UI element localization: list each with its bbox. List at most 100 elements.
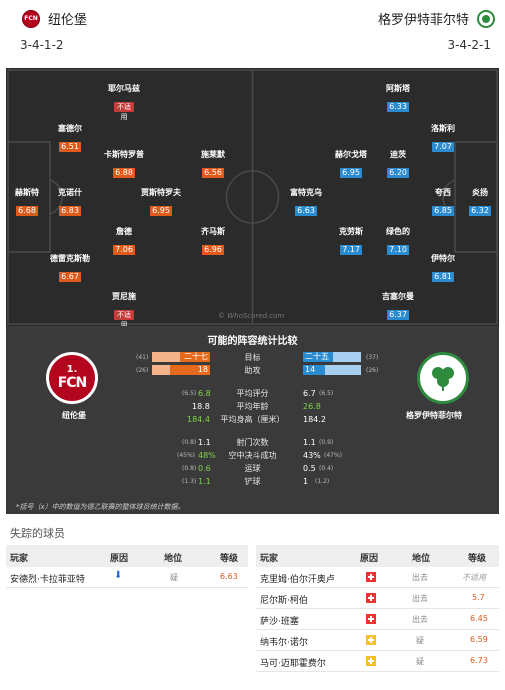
player-rating: 6.20 <box>387 168 409 178</box>
away-player[interactable]: 炎扬 6.32 <box>450 188 499 217</box>
player-name: 吉塞尔曼 <box>382 292 414 301</box>
stats-footnote: *括号（x）中的数值为德乙联赛的整体球员统计数据。 <box>16 503 185 511</box>
away-league-avg: (37) <box>366 354 379 361</box>
away-shots-value: 1.1 <box>303 438 316 447</box>
player-name: 伊特尔 <box>431 254 455 263</box>
away-league-avg: (26) <box>366 367 379 374</box>
home-player[interactable]: 塞德尔 6.51 <box>40 124 100 153</box>
player-name: 迪茨 <box>390 150 406 159</box>
col-player: 玩家 <box>260 554 279 564</box>
player-name[interactable]: 安德烈·卡拉菲亚特 <box>10 575 85 585</box>
player-status: 出去 <box>412 594 428 603</box>
home-tackles-value: 1.1 <box>198 477 211 486</box>
away-assists-bar: 14 <box>303 365 361 375</box>
player-status: 疑 <box>416 657 424 666</box>
home-player[interactable]: 贾斯特罗夫 6.95 <box>131 188 191 217</box>
table-row[interactable]: 安德烈·卡拉菲亚特 ⬇ 疑 6.63 <box>6 567 248 588</box>
home-assists-bar: 18 <box>152 365 210 375</box>
table-row[interactable]: 马可·迈耶霍费尔 疑 6.73 <box>256 651 499 672</box>
player-rating: 6.63 <box>220 572 238 581</box>
away-player[interactable]: 赫尔戈塔 6.95 <box>321 150 381 179</box>
player-name[interactable]: 克里姆·伯尔汗奥卢 <box>260 575 335 585</box>
home-player[interactable]: 卡斯特罗普 6.88 <box>94 150 154 179</box>
away-player[interactable]: 阿斯塔 6.33 <box>368 84 428 113</box>
away-team[interactable]: 格罗伊特菲尔特 <box>378 9 495 28</box>
player-name[interactable]: 马可·迈耶霍费尔 <box>260 659 326 669</box>
home-assists-value: 18 <box>170 365 210 375</box>
away-player[interactable]: 夸西 6.85 <box>413 188 473 217</box>
home-player[interactable]: 赫斯特 6.68 <box>6 188 57 217</box>
player-name: 洛斯利 <box>431 124 455 133</box>
away-league-avg: (6.5) <box>319 390 334 397</box>
player-rating: 6.95 <box>150 206 172 216</box>
injury-icon <box>366 614 376 624</box>
player-name[interactable]: 萨沙·班塞 <box>260 617 299 627</box>
away-player[interactable]: 富特克乌 6.63 <box>276 188 336 217</box>
player-rating: 7.06 <box>113 245 135 255</box>
home-player[interactable]: 耶尔马兹 不适 用 <box>94 84 154 122</box>
stat-row-aerials: (45%) 48% 空中决斗成功 43% (47%) <box>6 450 499 461</box>
table-row[interactable]: 尼尔斯·柯伯 出去 5.7 <box>256 588 499 609</box>
stat-row-assists: (26) 18 助攻 14 (26) <box>6 365 499 376</box>
away-player[interactable]: 伊特尔 6.81 <box>413 254 473 283</box>
doubtful-icon <box>366 656 376 666</box>
home-player[interactable]: 齐马斯 6.96 <box>183 227 243 256</box>
stat-label: 空中决斗成功 <box>228 451 277 460</box>
away-aerials-value: 43% <box>303 451 321 460</box>
player-rating: 6.68 <box>16 206 38 216</box>
player-name[interactable]: 纳韦尔·诺尔 <box>260 638 308 648</box>
missing-players-title: 失踪的球员 <box>10 527 65 540</box>
home-player[interactable]: 施莱默 6.56 <box>183 150 243 179</box>
away-crest-icon <box>417 352 469 404</box>
away-missing-table: 玩家 原因 地位 等级 克里姆·伯尔汗奥卢 出去 不适用 尼尔斯·柯伯 出去 5… <box>256 545 499 672</box>
player-rating: 6.81 <box>432 272 454 282</box>
away-player[interactable]: 克劳斯 7.17 <box>321 227 381 256</box>
player-rating: 不适 <box>114 102 134 112</box>
home-team[interactable]: FCN 纽伦堡 <box>22 9 87 28</box>
player-name: 夸西 <box>435 188 451 197</box>
away-player[interactable]: 洛斯利 7.07 <box>413 124 473 153</box>
stat-row-rating: (6.5) 6.8 平均评分 6.7 (6.5) <box>6 388 499 399</box>
home-player[interactable]: 贾尼施 不适 用 <box>94 292 154 326</box>
away-player[interactable]: 吉塞尔曼 6.37 <box>368 292 428 321</box>
player-name: 詹德 <box>116 227 132 236</box>
stat-row-shots: (0.8) 1.1 射门次数 1.1 (0.9) <box>6 437 499 448</box>
home-shots-value: 1.1 <box>198 438 211 447</box>
away-goals-value: 二十五 <box>303 352 333 362</box>
home-player[interactable]: 克诺什 6.83 <box>40 188 100 217</box>
home-crest-icon: 1. FCN <box>46 352 98 404</box>
player-rating: 6.45 <box>470 614 488 623</box>
table-row[interactable]: 纳韦尔·诺尔 疑 6.59 <box>256 630 499 651</box>
player-name[interactable]: 尼尔斯·柯伯 <box>260 596 308 606</box>
stat-row-height: 184.4 平均身高（厘米） 184.2 <box>6 414 499 425</box>
player-rating: 6.67 <box>59 272 81 282</box>
match-header: FCN 纽伦堡 3-4-1-2 格罗伊特菲尔特 3-4-2-1 <box>0 0 505 64</box>
home-player[interactable]: 詹德 7.06 <box>94 227 154 256</box>
away-team-name[interactable]: 格罗伊特菲尔特 <box>377 13 469 28</box>
player-name: 贾尼施 <box>112 292 136 301</box>
away-badge-icon <box>477 9 495 28</box>
home-league-avg: (6.5) <box>182 390 197 397</box>
away-league-avg: (1.2) <box>315 478 330 485</box>
away-player[interactable]: 绿色的 7.10 <box>368 227 428 256</box>
player-name: 赫斯特 <box>15 188 39 197</box>
home-league-avg: (41) <box>136 354 149 361</box>
away-team-label[interactable]: 格罗伊特菲尔特 <box>406 411 462 420</box>
stat-row-goals: (41) 二十七 目标 二十五 (37) <box>6 352 499 363</box>
home-aerials-value: 48% <box>198 451 216 460</box>
stat-label: 平均评分 <box>236 389 269 398</box>
player-name: 德雷克斯勒 <box>50 254 90 263</box>
table-row[interactable]: 萨沙·班塞 出去 6.45 <box>256 609 499 630</box>
player-name: 富特克乌 <box>290 188 322 197</box>
stat-label: 平均年龄 <box>236 402 269 411</box>
home-team-label[interactable]: 纽伦堡 <box>62 411 86 420</box>
player-name: 齐马斯 <box>201 227 225 236</box>
away-height-value: 184.2 <box>303 415 326 424</box>
player-rating: 5.7 <box>472 593 485 602</box>
away-player[interactable]: 迪茨 6.20 <box>368 150 428 179</box>
table-row[interactable]: 克里姆·伯尔汗奥卢 出去 不适用 <box>256 567 499 588</box>
home-team-name[interactable]: 纽伦堡 <box>48 13 88 28</box>
col-reason: 原因 <box>110 554 129 564</box>
home-player[interactable]: 德雷克斯勒 6.67 <box>40 254 100 283</box>
player-rating: 7.17 <box>340 245 362 255</box>
